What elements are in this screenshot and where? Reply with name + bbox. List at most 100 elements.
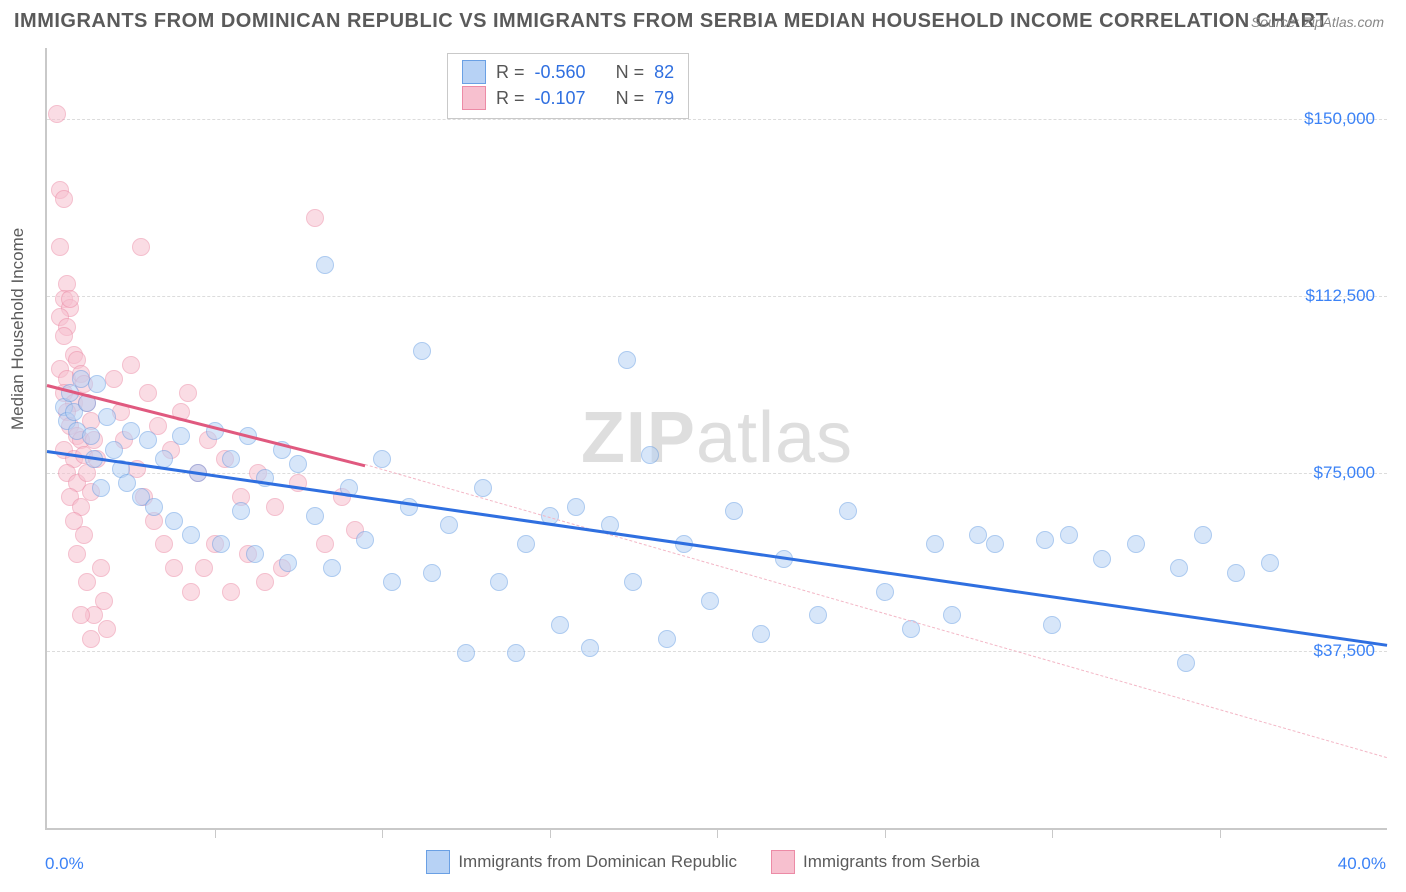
data-point	[98, 408, 116, 426]
data-point	[658, 630, 676, 648]
data-point	[165, 512, 183, 530]
data-point	[88, 375, 106, 393]
data-point	[507, 644, 525, 662]
data-point	[72, 606, 90, 624]
data-point	[413, 342, 431, 360]
legend-item: Immigrants from Serbia	[771, 850, 980, 874]
data-point	[701, 592, 719, 610]
data-point	[423, 564, 441, 582]
data-point	[51, 238, 69, 256]
data-point	[92, 559, 110, 577]
swatch-pink	[771, 850, 795, 874]
data-point	[440, 516, 458, 534]
data-point	[752, 625, 770, 643]
data-point	[289, 455, 307, 473]
data-point	[48, 105, 66, 123]
data-point	[222, 450, 240, 468]
data-point	[986, 535, 1004, 553]
data-point	[1227, 564, 1245, 582]
data-point	[323, 559, 341, 577]
y-axis-label: Median Household Income	[8, 228, 28, 430]
data-point	[179, 384, 197, 402]
data-point	[98, 620, 116, 638]
data-point	[122, 422, 140, 440]
data-point	[105, 370, 123, 388]
data-point	[306, 209, 324, 227]
y-tick-label: $112,500	[1305, 286, 1375, 306]
data-point	[316, 256, 334, 274]
data-point	[165, 559, 183, 577]
data-point	[182, 526, 200, 544]
data-point	[139, 431, 157, 449]
data-point	[618, 351, 636, 369]
data-point	[1194, 526, 1212, 544]
y-tick-label: $75,000	[1314, 463, 1375, 483]
y-tick-label: $150,000	[1304, 109, 1375, 129]
data-point	[145, 498, 163, 516]
data-point	[1036, 531, 1054, 549]
legend-row: R = -0.560 N = 82	[462, 60, 674, 84]
data-point	[55, 327, 73, 345]
data-point	[195, 559, 213, 577]
gridline	[47, 651, 1387, 652]
data-point	[266, 498, 284, 516]
data-point	[55, 190, 73, 208]
data-point	[1170, 559, 1188, 577]
legend-stats: R = -0.560 N = 82 R = -0.107 N = 79	[447, 53, 689, 119]
swatch-blue	[426, 850, 450, 874]
x-tick	[1052, 828, 1053, 838]
data-point	[279, 554, 297, 572]
x-tick	[717, 828, 718, 838]
data-point	[246, 545, 264, 563]
data-point	[725, 502, 743, 520]
gridline	[47, 296, 1387, 297]
data-point	[172, 427, 190, 445]
data-point	[316, 535, 334, 553]
data-point	[155, 535, 173, 553]
x-tick	[215, 828, 216, 838]
data-point	[132, 238, 150, 256]
data-point	[68, 545, 86, 563]
data-point	[839, 502, 857, 520]
data-point	[212, 535, 230, 553]
gridline	[47, 119, 1387, 120]
data-point	[356, 531, 374, 549]
data-point	[72, 370, 90, 388]
legend-row: R = -0.107 N = 79	[462, 86, 674, 110]
chart-source: Source: ZipAtlas.com	[1251, 14, 1384, 30]
data-point	[567, 498, 585, 516]
data-point	[943, 606, 961, 624]
chart-title: IMMIGRANTS FROM DOMINICAN REPUBLIC VS IM…	[14, 10, 1328, 33]
data-point	[139, 384, 157, 402]
plot-area: ZIPatlas R = -0.560 N = 82 R = -0.107 N …	[45, 48, 1387, 830]
data-point	[876, 583, 894, 601]
data-point	[92, 479, 110, 497]
legend-item: Immigrants from Dominican Republic	[426, 850, 737, 874]
data-point	[75, 526, 93, 544]
x-tick	[382, 828, 383, 838]
data-point	[551, 616, 569, 634]
data-point	[1093, 550, 1111, 568]
data-point	[105, 441, 123, 459]
trend-line	[365, 464, 1387, 758]
data-point	[1177, 654, 1195, 672]
data-point	[400, 498, 418, 516]
data-point	[1261, 554, 1279, 572]
data-point	[122, 356, 140, 374]
data-point	[1060, 526, 1078, 544]
data-point	[809, 606, 827, 624]
data-point	[581, 639, 599, 657]
swatch-blue	[462, 60, 486, 84]
data-point	[256, 573, 274, 591]
data-point	[182, 583, 200, 601]
data-point	[82, 427, 100, 445]
gridline	[47, 473, 1387, 474]
data-point	[969, 526, 987, 544]
data-point	[78, 573, 96, 591]
data-point	[232, 502, 250, 520]
x-tick	[885, 828, 886, 838]
legend-bottom: Immigrants from Dominican Republic Immig…	[0, 850, 1406, 874]
x-tick	[1220, 828, 1221, 838]
data-point	[222, 583, 240, 601]
data-point	[517, 535, 535, 553]
